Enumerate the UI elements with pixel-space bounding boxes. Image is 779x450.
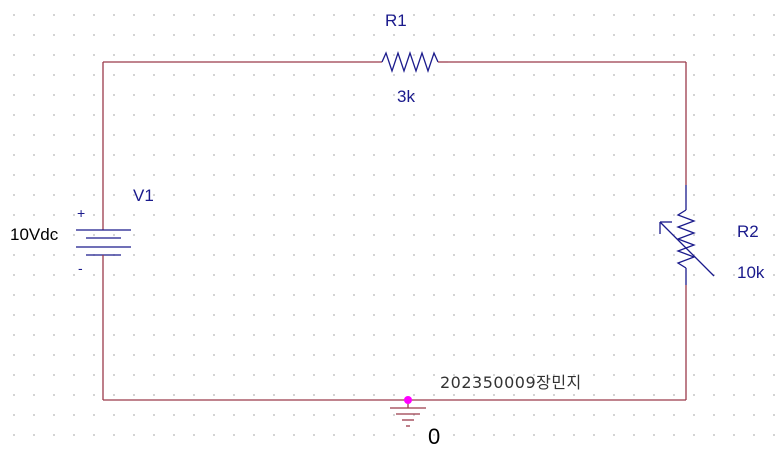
resistor-r2[interactable] (659, 185, 715, 285)
wires (102, 61, 687, 401)
r2-value-label[interactable]: 10k (737, 263, 765, 282)
r1-ref-label[interactable]: R1 (385, 11, 407, 30)
variable-arrow-icon (659, 221, 715, 277)
node-marker[interactable] (404, 396, 412, 404)
ground-net-label[interactable]: 0 (428, 424, 441, 449)
resistor-r1[interactable] (350, 50, 448, 74)
r2-ref-label[interactable]: R2 (737, 222, 759, 241)
v1-value-label[interactable]: 10Vdc (10, 225, 59, 244)
v1-ref-label[interactable]: V1 (133, 186, 154, 205)
v1-minus-label: - (78, 260, 83, 276)
r1-value-label[interactable]: 3k (397, 87, 415, 106)
v1-plus-label: + (77, 205, 86, 221)
voltage-source-v1[interactable] (76, 222, 131, 262)
author-annotation[interactable]: 202350009장민지 (440, 373, 582, 392)
